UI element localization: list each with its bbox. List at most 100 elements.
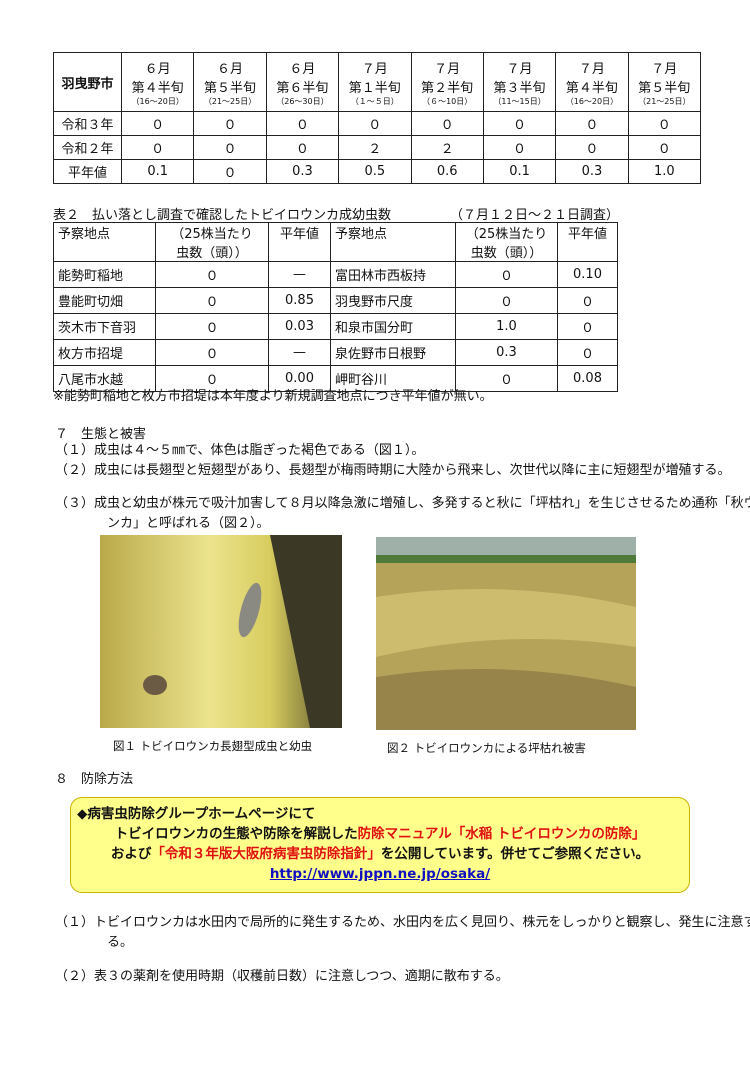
header-month: ７月 <box>361 61 388 77</box>
table: 羽曳野市 ６月 第４半旬 （16～20日） ６月 第５半旬 （21～25日） ６月 第６半旬 （2… <box>53 52 702 184</box>
table-cell: ０ <box>155 313 269 340</box>
table-row: 令和２年 ０ ０ ０ ２ ２ ０ ０ ０ <box>53 135 702 160</box>
header-period: 第４半旬 <box>131 80 184 96</box>
table-cell: ０ <box>155 261 269 288</box>
table-cell: ０ <box>265 135 340 160</box>
table-cell: 0.3 <box>555 159 629 184</box>
table-row: 八尾市水越 ０ 0.00 岬町谷川 ０ 0.08 <box>53 365 618 392</box>
table-row: 能勢町稲地 ０— 富田林市西板持 ０ 0.10 <box>53 261 618 288</box>
table-cell: 枚方市招堤 <box>53 339 156 366</box>
notice-text: を公開しています。併せてご参照ください。 <box>380 846 650 862</box>
notice-highlight: 防除マニュアル「水稲 トビイロウンカの防除」 <box>357 826 646 842</box>
table-cell: 0.1 <box>120 159 195 184</box>
item-number: （２） <box>55 463 95 478</box>
header-month: ７月 <box>434 61 461 77</box>
header-month: ７月 <box>651 61 678 77</box>
table-row: 令和３年 ０ ０ ０ ０ ０ ０ ０ ０ <box>53 111 702 136</box>
photo <box>100 535 342 728</box>
table: 予察地点 （25株当たり 虫数（頭）） 平年値 予察地点 （25株当たり 虫数（頭）） 平年値… <box>53 222 618 392</box>
table-cell: 羽曳野市尺度 <box>330 287 456 314</box>
notice-line: トビイロウンカの生態や防除を解説した防除マニュアル「水稲 トビイロウンカの防除」 <box>71 824 689 844</box>
header-month: ６月 <box>217 61 244 77</box>
table-cell: ０ <box>557 313 618 340</box>
table-cell: 能勢町稲地 <box>53 261 156 288</box>
table-cell: 茨木市下音羽 <box>53 313 156 340</box>
table-header: （25株当たり 虫数（頭）） <box>155 222 269 262</box>
table-header: ７月 第５半旬 （21～25日） <box>627 52 702 112</box>
table-cell: ０ <box>482 135 557 160</box>
table-cell: ０ <box>155 365 269 392</box>
table-cell: 0.6 <box>410 159 484 184</box>
table-cell: ２ <box>410 135 484 160</box>
header-days: （16～20日） <box>565 96 619 106</box>
item-number: （１） <box>55 915 95 930</box>
header-days: （11～15日） <box>493 96 546 106</box>
item-number: （３） <box>55 496 95 511</box>
list-item: （２）表３の薬剤を使用時期（収穫前日数）に注意しつつ、適期に散布する。 <box>55 967 750 987</box>
table-header: 平年値 <box>268 222 331 262</box>
table-cell: ０ <box>557 339 618 366</box>
table-cell: ０ <box>455 365 558 392</box>
header-days: （21～25日） <box>203 96 257 106</box>
table-header: （25株当たり 虫数（頭）） <box>455 222 558 262</box>
table-cell: 0.3 <box>455 339 558 366</box>
table-cell: ２ <box>338 135 412 160</box>
table-cell: ０ <box>555 135 629 160</box>
table-cell: ０ <box>410 111 484 136</box>
table-cell: ０ <box>193 135 267 160</box>
item-text: トビイロウンカは水田内で局所的に発生するため、水田内を広く見回り、株元をしっかり… <box>94 915 750 950</box>
header-period: 第１半旬 <box>348 80 401 96</box>
header-days: （１～５日） <box>350 96 399 106</box>
table-header: ７月第１半旬 （１～５日） <box>338 52 412 112</box>
table-cell: ０ <box>555 111 629 136</box>
table-header: 予察地点 <box>53 222 156 262</box>
table-header: 平年値 <box>557 222 618 262</box>
figure-caption: 図２ トビイロウンカによる坪枯れ被害 <box>387 741 586 755</box>
table-header: 予察地点 <box>330 222 456 262</box>
item-number: （２） <box>55 969 95 984</box>
header-month: ６月 <box>289 61 316 77</box>
list-item: （１）成虫は４～５㎜で、体色は脂ぎった褐色である（図１）。 <box>55 441 750 461</box>
table-note: ※能勢町稲地と枚方市招堤は本年度より新規調査地点につき平年値が無い。 <box>53 389 493 404</box>
table-row: 豊能町切畑 ０ 0.85 羽曳野市尺度 ０ ０ <box>53 287 618 314</box>
notice-text: および <box>110 846 152 862</box>
header-days: （16～20日） <box>131 96 184 106</box>
header-month: ７月 <box>506 61 533 77</box>
header-month: ６月 <box>144 61 171 77</box>
table-cell: — <box>268 339 331 366</box>
table-title: 表２ 払い落とし調査で確認したトビイロウンカ成幼虫数 <box>53 208 392 223</box>
table-header: ７月 第２半旬 （６～10日） <box>410 52 484 112</box>
table-row: 茨木市下音羽 ０ 0.03 和泉市国分町 1.0 ０ <box>53 313 618 340</box>
row-label: 令和２年 <box>53 135 122 160</box>
table-cell: 1.0 <box>455 313 558 340</box>
table-cell: 0.85 <box>268 287 331 314</box>
table-cell: 0.1 <box>482 159 557 184</box>
header-line: 虫数（頭）） <box>470 246 543 261</box>
header-line: 虫数（頭）） <box>176 246 248 261</box>
table-cell: 1.0 <box>627 159 702 184</box>
header-days: （26～30日） <box>276 96 329 106</box>
table-cell: 岬町谷川 <box>330 365 456 392</box>
header-period: 第４半旬 <box>565 80 618 96</box>
table-cell: 0.10 <box>557 261 618 288</box>
table-header: ６月第４半旬 （16～20日） <box>120 52 195 112</box>
table-cell: — <box>268 261 331 288</box>
table-cell: 0.03 <box>268 313 331 340</box>
header-month: ７月 <box>578 61 605 77</box>
table-cell: ０ <box>455 287 558 314</box>
table-header: ７月第４半旬 （16～20日） <box>555 52 629 112</box>
header-period: 第６半旬 <box>276 80 329 96</box>
table-cell: ０ <box>627 111 702 136</box>
table-cell: ０ <box>482 111 557 136</box>
table-row: 枚方市招堤 ０— 泉佐野市日根野 0.3 ０ <box>53 339 618 366</box>
table-cell: ０ <box>155 287 269 314</box>
section-title: ７ 生態と被害 <box>55 427 147 442</box>
table-header: ６月 第５半旬 （21～25日） <box>193 52 267 112</box>
row-label: 平年値 <box>53 159 122 184</box>
notice-link[interactable]: http://www.jppn.ne.jp/osaka/ <box>269 866 491 882</box>
table-cell: 泉佐野市日根野 <box>330 339 456 366</box>
table-cell: 0.08 <box>557 365 618 392</box>
list-item: （３）成虫と幼虫が株元で吸汁加害して８月以降急激に増殖し、多発すると秋に「坪枯れ… <box>55 494 750 534</box>
table-cell: ０ <box>557 287 618 314</box>
